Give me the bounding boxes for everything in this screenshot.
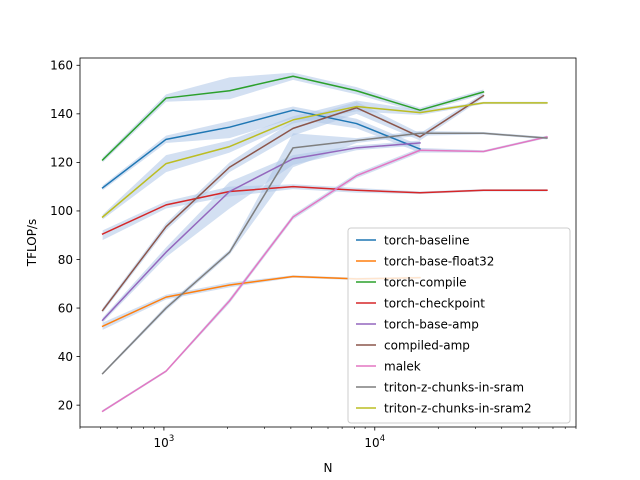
legend-box [347,227,571,424]
y-axis-ticks: 20 40 60 80 100 120 140 160 [50,59,80,412]
series-line-torch-compile [101,75,485,162]
y-tick-label: 100 [50,204,73,218]
y-tick-label: 40 [58,350,73,364]
band-triton-z-chunks-in-sram2 [102,100,547,220]
legend-label-torch-baseline: torch-baseline [384,233,470,247]
legend-label-triton-z-chunks-in-sram2: triton-z-chunks-in-sram2 [384,401,532,415]
x-axis-label: N [324,461,333,475]
legend-label-torch-compile: torch-compile [384,275,467,289]
series-line-triton-z-chunks-in-sram2 [101,102,548,219]
legend-label-malek: malek [384,359,421,373]
series-line-torch-baseline [101,109,421,189]
legend: torch-baseline torch-base-float32 torch-co… [347,227,571,424]
legend-label-torch-checkpoint: torch-checkpoint [384,296,485,310]
series-line-torch-checkpoint [101,185,548,235]
y-tick-label: 120 [50,156,73,170]
series-line-compiled-amp [101,94,485,312]
legend-label-torch-base-amp: torch-base-amp [384,317,479,331]
x-tick-label: 103 [154,434,175,450]
band-torch-baseline [102,106,421,191]
x-tick-label: 104 [364,434,385,450]
y-tick-label: 160 [50,59,73,73]
series-line-triton-z-chunks-in-sram [101,132,548,375]
series-line-torch-base-amp [101,142,421,322]
x-axis-ticks: 103 104 [79,427,577,450]
y-axis-label: TFLOP/s [25,219,39,267]
y-tick-label: 60 [58,301,73,315]
band-torch-base-amp [102,140,421,323]
legend-label-triton-z-chunks-in-sram: triton-z-chunks-in-sram [384,380,524,394]
series-line-malek [101,136,548,413]
y-tick-label: 20 [58,398,73,412]
legend-label-torch-base-float32: torch-base-float32 [384,254,494,268]
y-tick-label: 140 [50,107,73,121]
series-lines [101,75,548,413]
y-tick-label: 80 [58,253,73,267]
legend-label-compiled-amp: compiled-amp [384,338,470,352]
